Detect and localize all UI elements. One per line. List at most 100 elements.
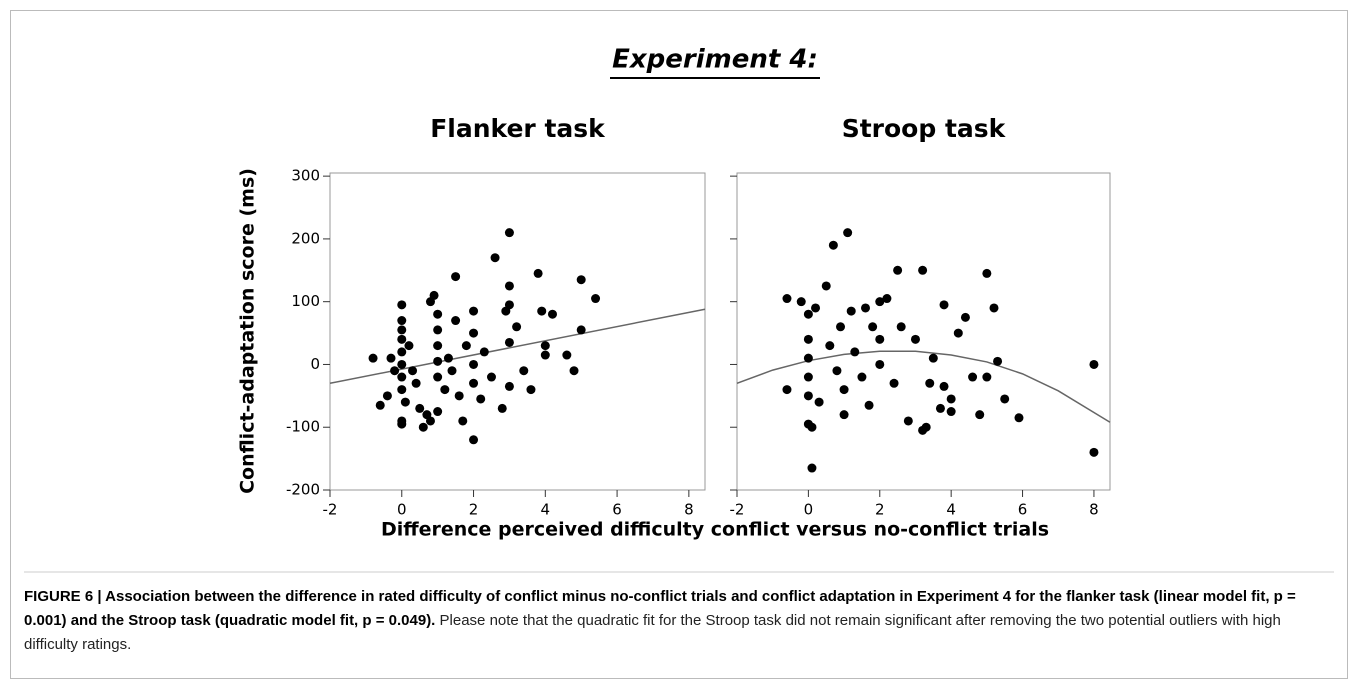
scatter-point [469,378,479,388]
scatter-point [386,353,396,363]
y-tick-label: 200 [291,229,320,247]
y-tick-label: -100 [286,418,320,436]
scatter-point [433,407,443,417]
y-tick-label: -200 [286,481,320,499]
x-tick-label: 8 [684,501,694,519]
scatter-point [807,463,817,473]
scatter-point [928,353,938,363]
scatter-point [461,341,471,351]
scatter-point [447,366,457,376]
scatter-point [832,366,842,376]
scatter-point [839,385,849,395]
scatter-point [803,372,813,382]
scatter-point [497,403,507,413]
chart: Experiment 4: Difference perceived diffi… [24,45,1334,573]
scatter-point [903,416,913,426]
scatter-point [433,341,443,351]
scatter-point [476,394,486,404]
x-tick-label: -2 [730,501,745,519]
scatter-point [925,378,935,388]
scatter-point [576,325,586,335]
scatter-point [843,228,853,238]
scatter-point [875,359,885,369]
scatter-point [397,347,407,357]
scatter-point [469,359,479,369]
scatter-point [397,359,407,369]
scatter-point [454,391,464,401]
scatter-point [469,328,479,338]
scatter-point [504,281,514,291]
scatter-point [828,240,838,250]
scatter-point [400,397,410,407]
scatter-point [839,410,849,420]
scatter-point [803,334,813,344]
scatter-point [397,419,407,429]
scatter-point [397,334,407,344]
scatter-point [519,366,529,376]
scatter-point [825,341,835,351]
scatter-point [968,372,978,382]
scatter-point [368,353,378,363]
scatter-point [803,391,813,401]
scatter-point [821,281,831,291]
scatter-point [433,356,443,366]
scatter-point [939,300,949,310]
scatter-point [469,306,479,316]
scatter-point [429,290,439,300]
scatter-point [440,385,450,395]
chart-title: Stroop task [842,114,1007,143]
scatter-point [418,422,428,432]
scatter-point [397,385,407,395]
scatter-point [1000,394,1010,404]
scatter-point [433,309,443,319]
chart-title: Flanker task [430,114,606,143]
scatter-point [875,334,885,344]
plot-frame [329,172,706,491]
scatter-point [889,378,899,388]
scatter-point [504,300,514,310]
scatter-point [939,381,949,391]
scatter-point [562,350,572,360]
scatter-point [533,268,543,278]
scatter-point [469,435,479,445]
caption-text: Please note that the quadratic fit for t… [24,612,1281,653]
scatter-point [896,322,906,332]
figure-frame [10,10,1348,679]
scatter-point [486,372,496,382]
scatter-point [850,347,860,357]
scatter-point [935,403,945,413]
scatter-point [458,416,468,426]
scatter-point [397,316,407,326]
scatter-point [433,325,443,335]
scatter-point [868,322,878,332]
scatter-point [512,322,522,332]
x-tick-label: 4 [946,501,956,519]
scatter-point [960,312,970,322]
scatter-point [504,228,514,238]
scatter-point [591,294,601,304]
scatter-point [397,300,407,310]
y-tick-label: 100 [291,292,320,310]
scatter-point [490,253,500,263]
scatter-point [864,400,874,410]
scatter-point [893,265,903,275]
scatter-point [397,372,407,382]
scatter-point [1089,359,1099,369]
scatter-point [803,353,813,363]
x-tick-label: 4 [541,501,551,519]
scatter-point [443,353,453,363]
scatter-point [375,400,385,410]
scatter-point [811,303,821,313]
fit-line [736,350,1111,423]
scatter-point [803,309,813,319]
scatter-point [860,303,870,313]
scatter-point [408,366,418,376]
scatter-point [451,316,461,326]
scatter-point [479,347,489,357]
y-tick-label: 0 [310,355,320,373]
x-tick-label: 6 [612,501,622,519]
scatter-point [782,385,792,395]
x-tick-label: 0 [804,501,814,519]
scatter-point [433,372,443,382]
